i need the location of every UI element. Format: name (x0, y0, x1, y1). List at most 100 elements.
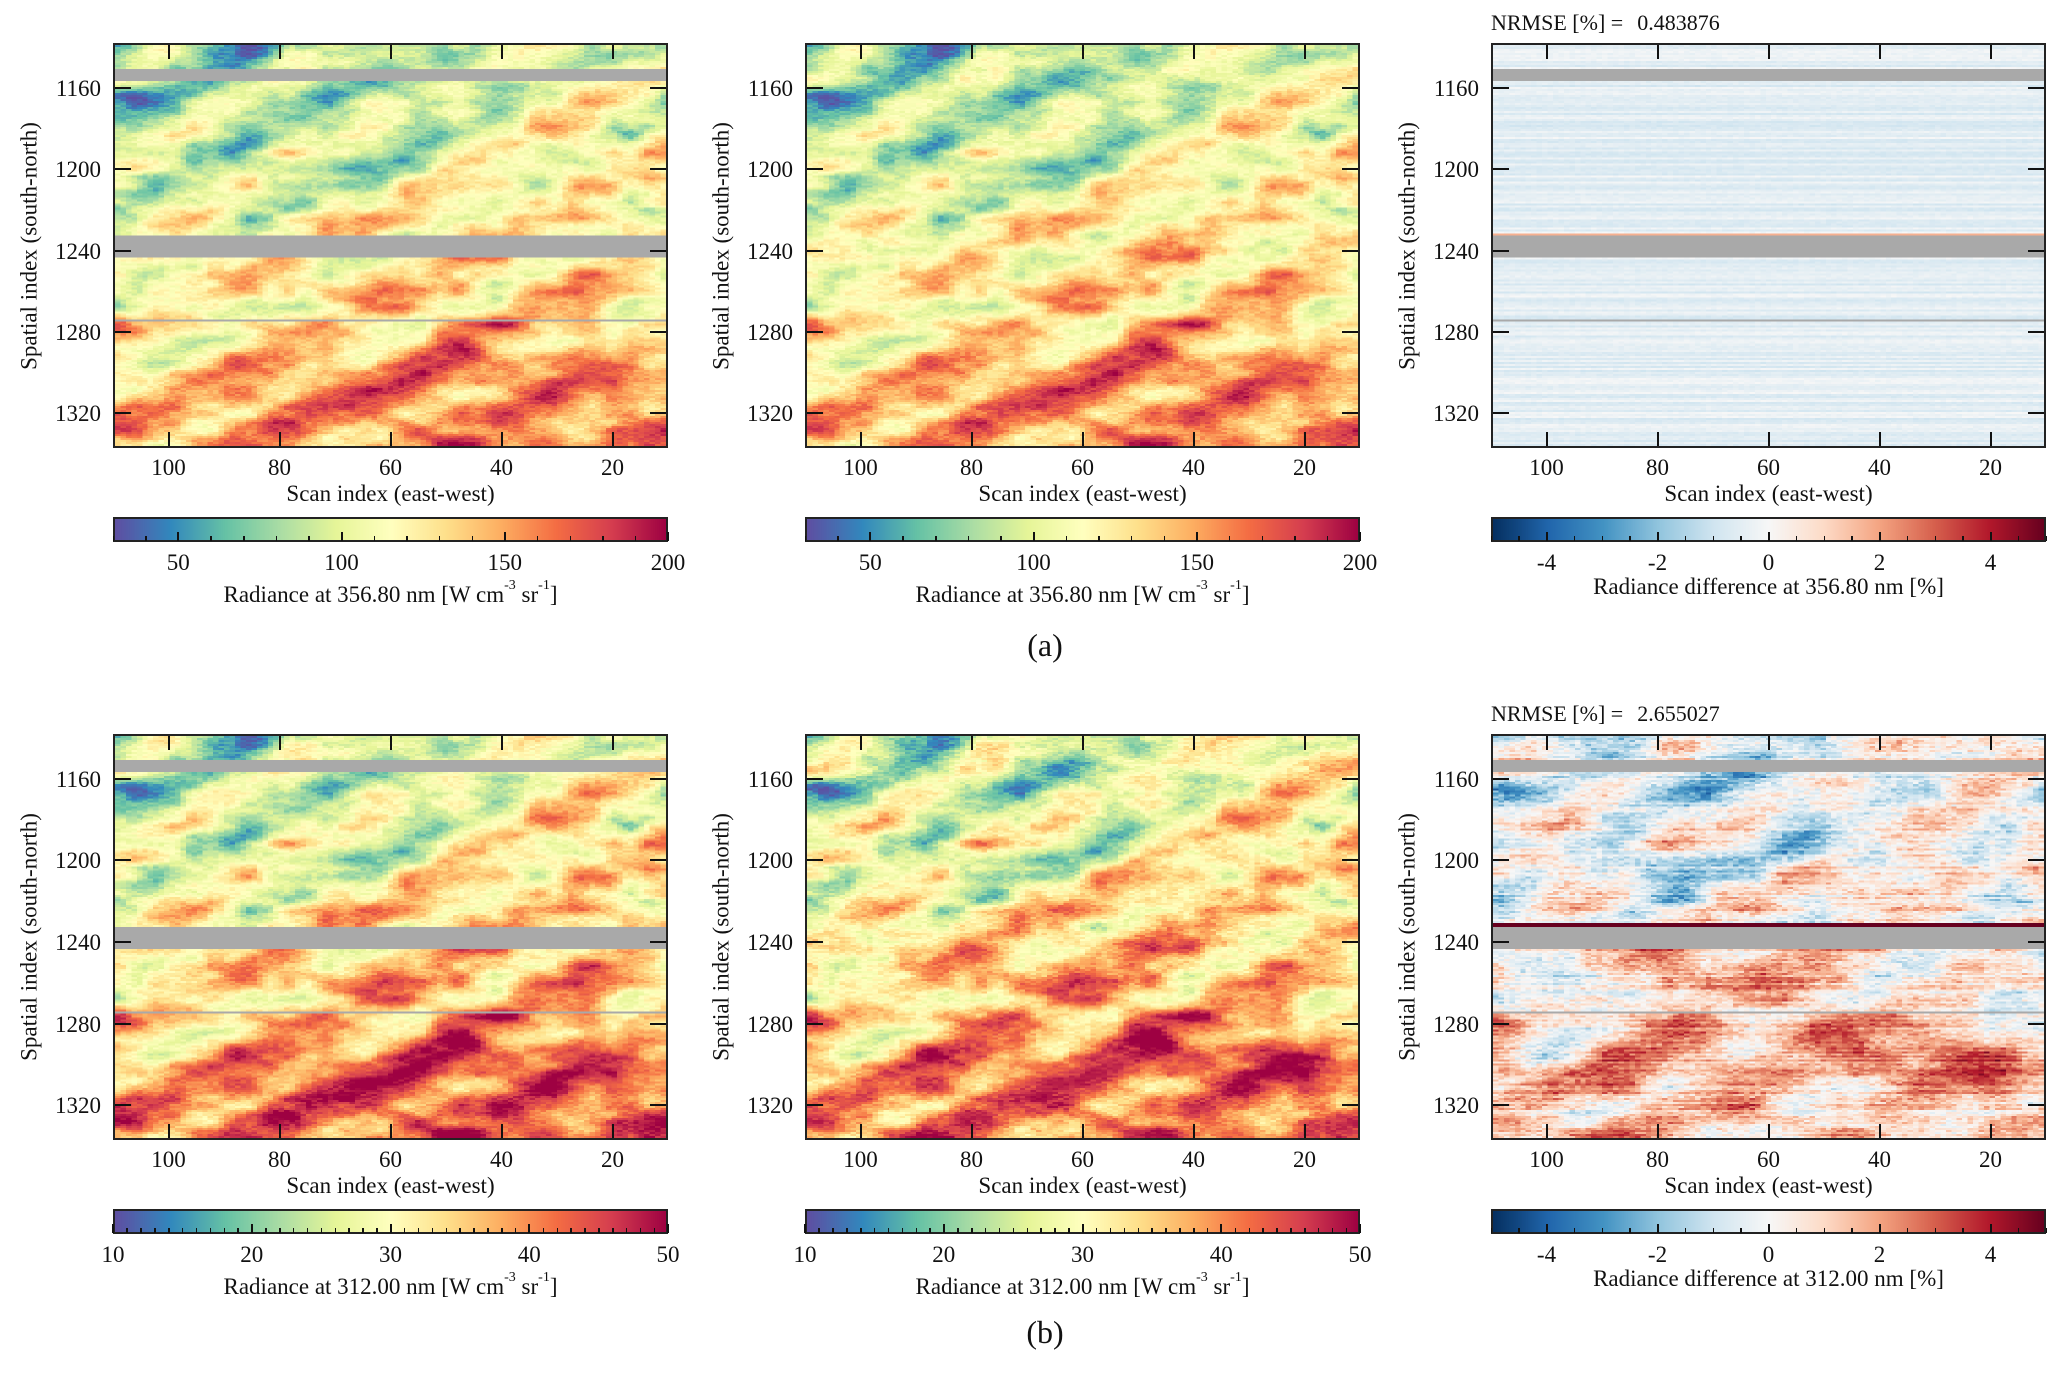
colorbar-minor-tick (487, 1228, 489, 1233)
x-tick-label: 40 (1868, 1147, 1891, 1172)
colorbar-minor-tick (1317, 1228, 1320, 1233)
colorbar-minor-tick (1206, 1228, 1209, 1233)
y-tick-mark-right (1342, 249, 1358, 252)
colorbar-minor-tick (634, 536, 637, 541)
colorbar-minor-tick (832, 1228, 834, 1233)
colorbar-minor-tick (569, 536, 572, 541)
x-tick-label: 80 (268, 1147, 291, 1172)
colorbar-major-tick (177, 532, 180, 541)
y-tick-mark (807, 330, 823, 333)
y-tick-label: 1240 (747, 238, 793, 264)
colorbar-minor-tick (209, 1228, 212, 1233)
y-axis-label: Spatial index (south-north) (708, 813, 734, 1061)
y-tick-mark-right (1342, 941, 1358, 944)
y-tick-mark-right (1342, 168, 1358, 171)
x-tick-mark (278, 1124, 281, 1138)
x-tick-mark (1767, 1124, 1770, 1138)
y-tick-mark (1493, 412, 1509, 415)
colorbar-major-tick (1545, 1224, 1548, 1233)
colorbar-major-tick (1359, 1224, 1361, 1233)
x-tick-mark-top (278, 736, 281, 750)
y-tick-mark (807, 859, 823, 862)
y-tick-mark-right (2028, 249, 2044, 252)
y-tick-label: 1200 (747, 848, 793, 874)
x-tick-mark (500, 1124, 503, 1138)
x-tick-mark (167, 432, 170, 446)
x-tick-mark-top (859, 736, 862, 750)
colorbar-minor-tick (1573, 1228, 1576, 1233)
x-tick-mark-top (167, 736, 170, 750)
x-tick-mark (167, 1124, 170, 1138)
y-tick-mark-right (650, 249, 666, 252)
colorbar-major-tick (1767, 532, 1770, 541)
x-tick-mark-top (1878, 736, 1881, 750)
colorbar-minor-tick (901, 1228, 904, 1233)
colorbar-tick-label: 4 (1984, 1242, 1997, 1267)
y-tick-mark (115, 249, 131, 252)
colorbar-label-mid: sr (1207, 582, 1231, 607)
colorbar-label-mid: sr (515, 582, 539, 607)
colorbar-minor-tick (1065, 536, 1068, 541)
y-tick-label: 1240 (747, 930, 793, 956)
y-tick-mark-right (650, 86, 666, 89)
colorbar-tick-label: 100 (324, 550, 359, 575)
colorbar-minor-tick (612, 1228, 614, 1233)
y-tick-mark (115, 777, 131, 780)
y-tick-label: 1200 (55, 848, 101, 874)
colorbar-tick-label: 10 (793, 1242, 817, 1267)
colorbar-major-tick (942, 1224, 945, 1233)
colorbar-minor-tick (1137, 1228, 1139, 1233)
colorbar-minor-tick (1712, 536, 1714, 541)
y-tick-label: 1280 (55, 319, 101, 345)
colorbar-label-text: Radiance difference at 356.80 nm [%] (1593, 574, 1944, 599)
y-tick-label: 1160 (747, 766, 793, 792)
colorbar-tick-label: 20 (240, 1242, 264, 1267)
heatmap-cells (1493, 45, 2044, 446)
y-tick-label: 1240 (1433, 238, 1479, 264)
x-tick-mark (1303, 432, 1306, 446)
colorbar-minor-tick (1095, 1228, 1098, 1233)
colorbar-major-tick (1359, 532, 1361, 541)
colorbar-minor-tick (1629, 1228, 1631, 1233)
colorbar-minor-tick (1851, 536, 1853, 541)
colorbar-minor-tick (818, 1228, 820, 1233)
colorbar-minor-tick (348, 1228, 350, 1233)
colorbar-tick-label: 100 (1016, 550, 1051, 575)
y-tick-mark (807, 412, 823, 415)
x-tick-mark (1192, 432, 1195, 446)
colorbar-minor-tick (1962, 1228, 1964, 1233)
colorbar-minor-tick (320, 1228, 323, 1233)
colorbar-minor-tick (1294, 536, 1296, 541)
y-tick-mark (115, 1022, 131, 1025)
colorbar-label-sup2: -1 (538, 1270, 550, 1285)
y-tick-label: 1320 (55, 1093, 101, 1119)
colorbar-minor-tick (584, 1228, 586, 1233)
colorbar-minor-tick (2045, 1228, 2047, 1233)
x-tick-mark (970, 432, 973, 446)
colorbar-minor-tick (459, 1228, 461, 1233)
x-tick-mark (859, 432, 862, 446)
x-tick-label: 100 (843, 455, 878, 480)
x-tick-label: 100 (151, 455, 186, 480)
y-tick-label: 1160 (55, 766, 101, 792)
colorbar-minor-tick (1490, 536, 1492, 541)
x-tick-mark (1081, 1124, 1084, 1138)
x-tick-mark-top (1767, 736, 1770, 750)
colorbar-tick-label: 50 (1348, 1242, 1372, 1267)
colorbar-tick-label: 2 (1873, 550, 1886, 575)
colorbar-major-tick (1032, 532, 1035, 541)
y-tick-mark-right (650, 941, 666, 944)
colorbar-major-tick (389, 1224, 392, 1233)
x-tick-mark-top (1081, 45, 1084, 59)
colorbar-label-end: ] (549, 582, 558, 607)
x-tick-mark (1767, 432, 1770, 446)
x-tick-mark (859, 1124, 862, 1138)
x-tick-mark (278, 432, 281, 446)
x-tick-mark-top (278, 45, 281, 59)
x-tick-mark (1081, 432, 1084, 446)
heatmap-cells (1493, 736, 2044, 1138)
colorbar-minor-tick (1573, 536, 1576, 541)
nrmse-label: NRMSE [%] = (1491, 10, 1624, 35)
colorbar-label: Radiance difference at 312.00 nm [%] (1593, 1267, 1944, 1290)
colorbar-minor-tick (275, 536, 278, 541)
